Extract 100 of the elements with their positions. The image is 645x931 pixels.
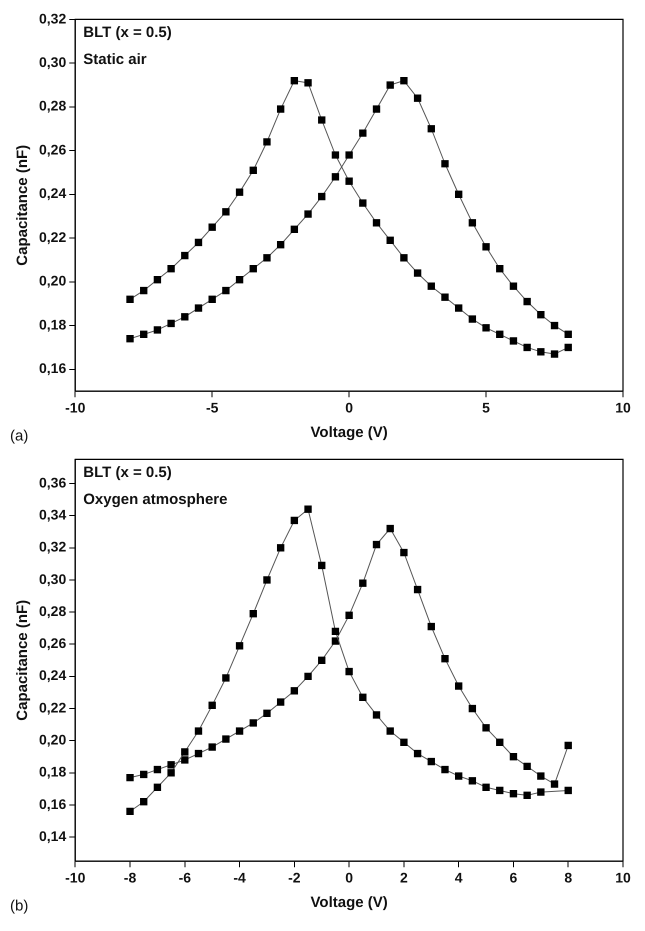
point	[359, 199, 366, 207]
point	[372, 219, 380, 226]
point	[523, 762, 531, 770]
point	[428, 758, 435, 766]
point	[250, 610, 257, 618]
point	[208, 296, 216, 304]
point	[304, 210, 312, 218]
point	[345, 612, 353, 619]
point	[400, 254, 408, 262]
point	[400, 738, 408, 746]
point	[386, 727, 394, 735]
y-axis-title: Capacitance (nF)	[14, 144, 32, 266]
annotation: Oxygen atmosphere	[83, 491, 228, 508]
point	[167, 761, 175, 768]
y-tick-label: 0,22	[39, 699, 66, 716]
point	[468, 315, 476, 323]
point	[332, 628, 340, 636]
point	[386, 81, 394, 89]
point	[154, 276, 162, 284]
y-tick-label: 0,16	[39, 796, 66, 812]
y-tick-label: 0,14	[39, 828, 66, 844]
point	[414, 269, 422, 277]
point	[140, 330, 148, 338]
point	[414, 586, 422, 594]
point	[523, 344, 531, 352]
point	[537, 310, 545, 318]
point	[276, 544, 284, 552]
y-tick-label: 0,26	[39, 141, 66, 158]
annotation: BLT (x = 0.5)	[83, 24, 172, 42]
point	[414, 94, 422, 102]
y-tick-label: 0,28	[39, 98, 66, 114]
x-tick-label: 0	[345, 399, 354, 416]
point	[400, 548, 408, 556]
x-tick-label: -10	[65, 399, 86, 416]
point	[510, 282, 518, 290]
x-tick-label: 2	[400, 869, 408, 886]
point	[290, 226, 298, 234]
y-tick-label: 0,34	[39, 506, 66, 523]
point	[167, 769, 175, 776]
point	[181, 748, 188, 756]
point	[468, 704, 476, 712]
point	[537, 772, 545, 780]
point	[372, 105, 380, 113]
point	[222, 735, 230, 743]
point	[345, 178, 353, 185]
point	[276, 240, 284, 248]
point	[126, 296, 134, 304]
point	[564, 742, 572, 750]
point	[372, 711, 380, 719]
text: (a)	[10, 428, 28, 445]
point	[154, 766, 162, 774]
point	[523, 298, 531, 306]
point	[510, 753, 518, 760]
point	[345, 668, 353, 676]
x-tick-label: 10	[615, 399, 631, 416]
point	[332, 637, 340, 645]
y-tick-label: 0,22	[39, 228, 66, 245]
point	[181, 252, 188, 260]
point	[400, 76, 408, 84]
point	[250, 166, 257, 174]
y-tick-label: 0,18	[39, 764, 66, 780]
point	[194, 727, 202, 735]
point	[222, 208, 230, 216]
point	[414, 750, 422, 758]
annotation: BLT (x = 0.5)	[83, 464, 172, 482]
point	[468, 219, 476, 226]
point	[140, 286, 148, 294]
point	[496, 786, 504, 794]
point	[537, 788, 545, 796]
x-tick-label: -5	[206, 399, 219, 416]
x-axis-title: Voltage (V)	[310, 894, 388, 912]
point	[345, 151, 353, 159]
point	[304, 79, 312, 87]
point	[236, 642, 244, 650]
y-tick-label: 0,30	[39, 570, 66, 587]
point	[537, 348, 545, 356]
point	[194, 304, 202, 312]
point	[194, 750, 202, 758]
point	[428, 622, 435, 630]
point	[276, 698, 284, 706]
y-axis-title: Capacitance (nF)	[14, 600, 32, 721]
x-tick-label: -8	[124, 869, 136, 886]
x-axis-title: Voltage (V)	[310, 424, 388, 442]
point	[550, 350, 558, 358]
point	[194, 238, 202, 246]
point	[359, 579, 366, 587]
point	[304, 506, 312, 513]
point	[441, 160, 449, 168]
x-tick-label: -2	[288, 869, 301, 886]
point	[304, 672, 312, 680]
y-tick-label: 0,24	[39, 185, 66, 202]
point	[140, 798, 148, 806]
point	[496, 330, 504, 338]
y-tick-label: 0,26	[39, 635, 66, 652]
point	[290, 76, 298, 84]
point	[454, 190, 462, 198]
point	[250, 719, 257, 727]
point	[428, 282, 435, 290]
point	[454, 682, 462, 690]
x-tick-label: 4	[454, 869, 463, 886]
